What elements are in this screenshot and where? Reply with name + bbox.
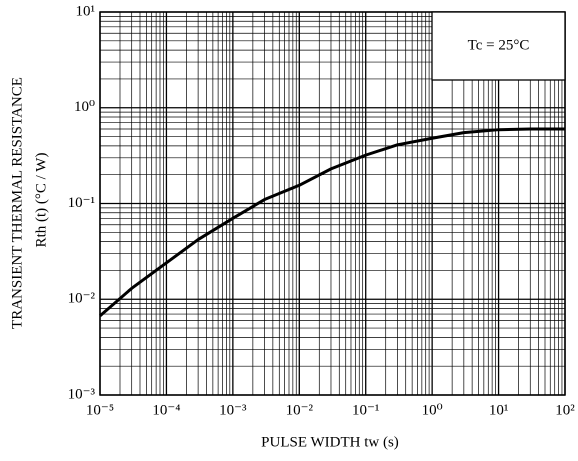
x-tick-label: 10⁰: [422, 402, 443, 418]
y-tick-label: 10⁻³: [68, 386, 96, 402]
x-tick-label: 10⁻¹: [352, 402, 379, 418]
x-axis-label: PULSE WIDTH tw (s): [261, 434, 399, 450]
x-tick-label: 10⁻³: [219, 402, 247, 418]
data-line: [99, 127, 565, 318]
x-tick-label: 10⁻⁴: [152, 402, 180, 418]
y-tick-label: 10⁻¹: [68, 195, 95, 211]
annotation: Tc = 25°C: [468, 37, 530, 53]
annotation-box: [431, 11, 566, 81]
x-tick-label: 10⁻²: [286, 402, 314, 418]
x-tick-label: 10²: [555, 402, 575, 418]
y-tick-label: 10¹: [76, 3, 96, 19]
y-tick-label: 10⁰: [74, 99, 95, 115]
x-tick-label: 10⁻⁵: [86, 402, 114, 418]
x-tick-label: 10¹: [489, 402, 509, 418]
y-axis-label: TRANSIENT THERMAL RESISTANCE: [9, 77, 25, 329]
y-axis-label-unit: Rth (t) (°C / W): [33, 153, 49, 248]
y-tick-label: 10⁻²: [68, 291, 96, 307]
plot-frame: [99, 11, 566, 396]
